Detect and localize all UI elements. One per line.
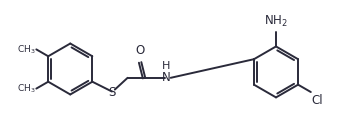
Text: CH$_3$: CH$_3$ xyxy=(17,82,35,95)
Text: Cl: Cl xyxy=(312,94,323,107)
Text: CH$_3$: CH$_3$ xyxy=(17,43,35,56)
Text: H: H xyxy=(162,61,170,71)
Text: NH$_2$: NH$_2$ xyxy=(264,14,288,29)
Text: N: N xyxy=(161,71,170,84)
Text: O: O xyxy=(136,44,145,57)
Text: S: S xyxy=(108,86,116,99)
